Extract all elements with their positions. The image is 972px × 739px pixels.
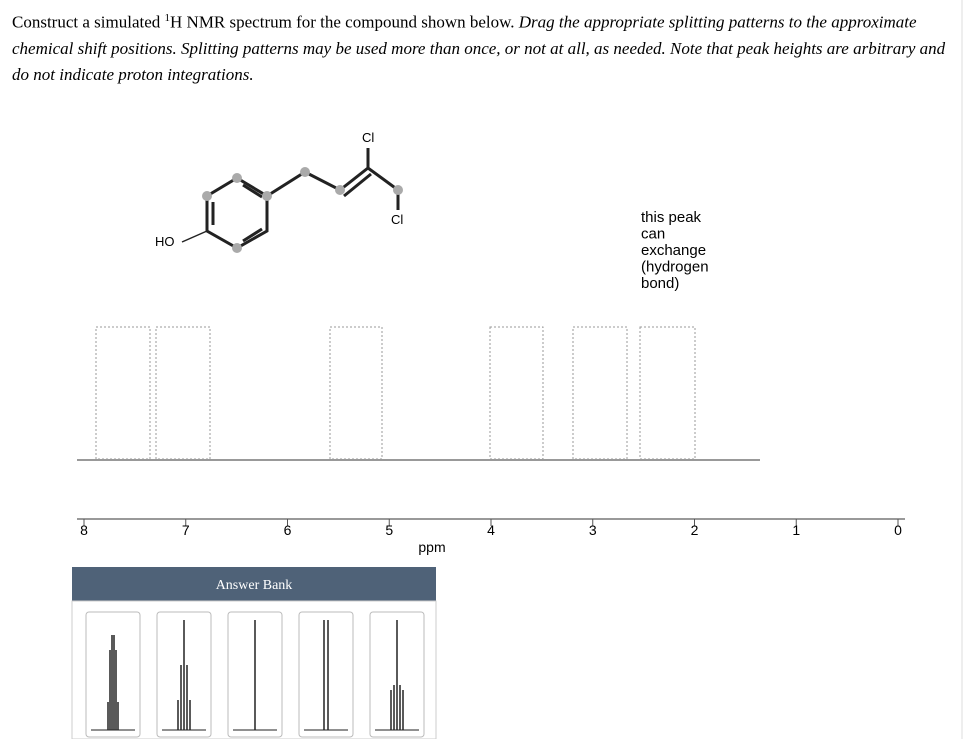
tick-label: 6 [284,522,292,538]
instruction-text: H NMR spectrum for the compound shown be… [170,12,519,32]
instructions: Construct a simulated 1H NMR spectrum fo… [12,5,957,88]
axis-label: ppm [418,539,445,555]
patterns [85,611,425,738]
tick-label: 0 [894,522,902,538]
tick-label: 7 [182,522,190,538]
drop-zone[interactable] [489,326,544,460]
instruction-italic: Drag the appropriate splitting patterns … [12,12,946,84]
annotation-line: this peak [641,209,702,226]
superscript: 1 [164,12,171,24]
molecule [181,148,403,253]
drop-zone[interactable] [639,326,696,460]
pattern-tile[interactable] [85,611,141,738]
drop-zone[interactable] [572,326,628,460]
drop-zone[interactable] [155,326,211,460]
answer-bank-header [72,567,436,601]
atom-label: HO [155,234,175,249]
annotation-line: can [641,226,665,243]
drop-zones [95,326,696,460]
tick-label: 2 [691,522,699,538]
atom-label: Cl [362,130,374,145]
axis-ticks: 8 7 6 5 4 3 2 1 0 [80,519,902,538]
tick-label: 4 [487,522,495,538]
tick-label: 1 [792,522,800,538]
answer-bank-title: Answer Bank [216,578,293,593]
drop-zone[interactable] [329,326,383,460]
tick-label: 5 [385,522,393,538]
atom-label: Cl [391,212,403,227]
tick-label: 8 [80,522,88,538]
annotation-line: (hydrogen [641,259,709,276]
annotation-line: exchange [641,242,706,259]
drop-zone[interactable] [95,326,151,460]
tick-label: 3 [589,522,597,538]
annotation-line: bond) [641,275,679,292]
instruction-text: Construct a simulated [12,12,165,32]
pattern-tile[interactable] [298,611,354,738]
